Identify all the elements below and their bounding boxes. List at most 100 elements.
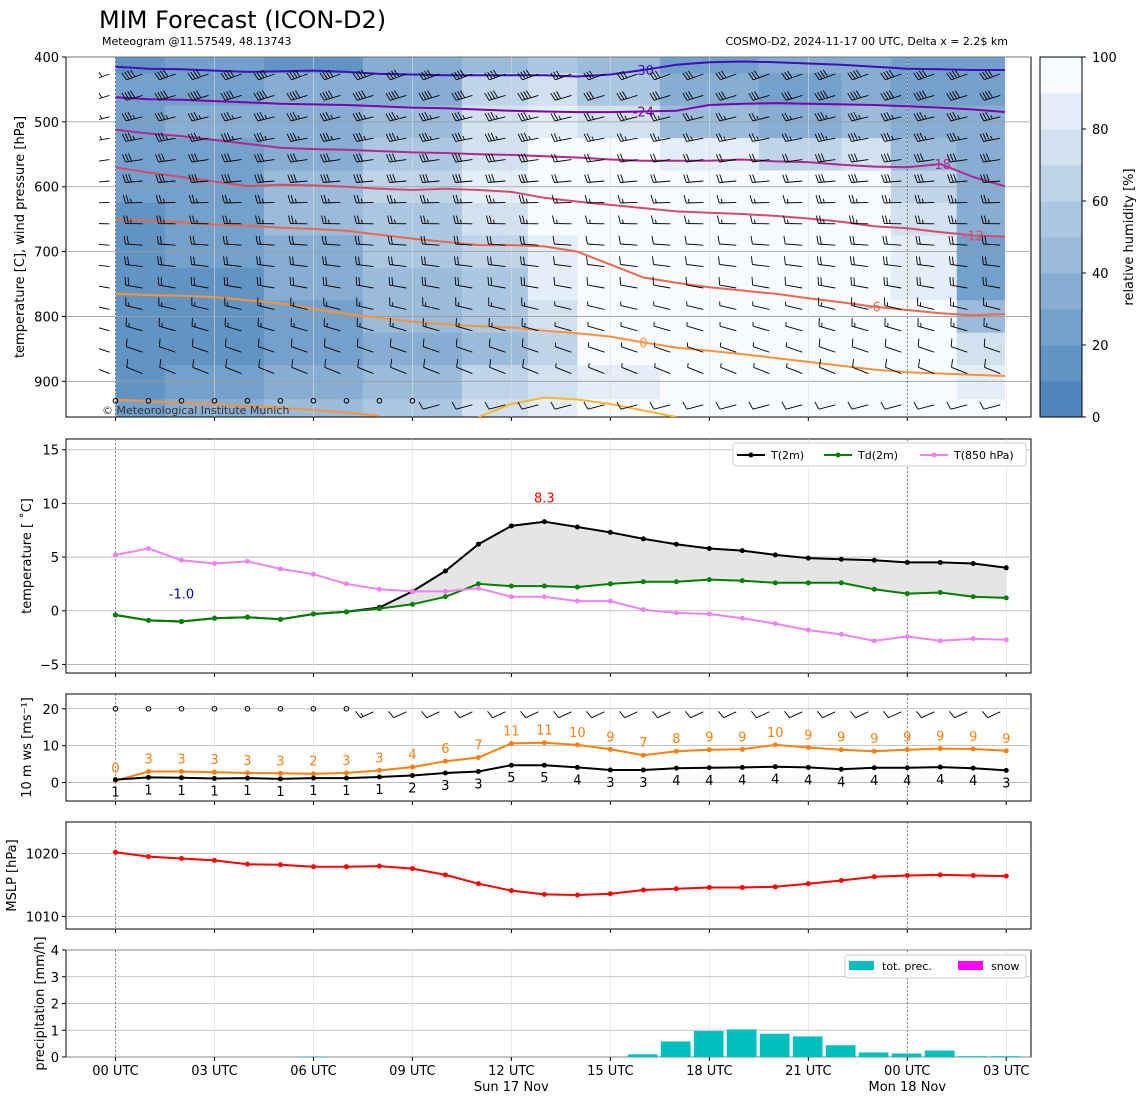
series-point (508, 583, 514, 589)
y-tick-label: 0 (51, 605, 59, 620)
gust-value-label: 7 (639, 736, 647, 751)
wind-barb (553, 276, 572, 289)
wind-barb (650, 174, 671, 183)
wind-barb (880, 69, 902, 81)
wind-barb (451, 132, 473, 142)
x-tick-label: 03 UTC (983, 1064, 1029, 1079)
rh-cell (115, 365, 166, 400)
rh-cell (577, 365, 661, 400)
wind-barb (685, 256, 704, 268)
series-point (805, 881, 811, 887)
wind-barb (683, 194, 704, 204)
wind-barb (286, 132, 308, 142)
wind-barb (154, 111, 176, 122)
rh-cell (956, 332, 1005, 366)
wind-barb (748, 70, 770, 81)
rh-cell (890, 73, 958, 107)
wind-barb (983, 338, 1001, 353)
calm-marker (376, 397, 383, 404)
series-point (376, 606, 382, 612)
series-point (805, 745, 811, 750)
y-tick-label: 1 (51, 1024, 59, 1039)
wind-barb (979, 111, 1001, 122)
wind-barb (157, 276, 176, 289)
wind-barb (982, 276, 1001, 289)
wind-barb (751, 276, 770, 289)
wind-barb (485, 174, 506, 183)
gust-value-label: 3 (144, 752, 152, 767)
wind-barb (586, 276, 605, 289)
series-point (310, 571, 316, 577)
wind-barb (913, 401, 935, 410)
wind-barb (914, 174, 935, 183)
wind-barb (421, 276, 440, 289)
series-point (541, 519, 547, 525)
x-tick-label: 03 UTC (191, 1064, 237, 1079)
wind-barb (715, 70, 737, 81)
wind-barb (980, 174, 1001, 183)
series-point (211, 561, 217, 567)
gust-value-label: 3 (375, 751, 383, 766)
wind-barb (917, 297, 935, 310)
wind-barb (521, 338, 539, 353)
legend-label: Td(2m) (857, 449, 898, 462)
wind-barb (418, 69, 440, 81)
wind-barb (253, 90, 275, 101)
wind-barb (784, 711, 803, 719)
wind-barb (555, 363, 572, 375)
wind-barb (355, 256, 374, 268)
wind-barb (981, 256, 1001, 268)
wind-barb (99, 201, 110, 204)
series-point (343, 775, 349, 781)
colorbar-frame (1039, 56, 1083, 418)
wind-barb (913, 153, 935, 163)
wind-barb (621, 363, 638, 375)
wind-barb (980, 194, 1001, 204)
wind-barb (682, 153, 704, 163)
gust-value-label: 10 (767, 726, 784, 741)
series-point (145, 617, 151, 623)
series-point (178, 557, 184, 563)
wind-barb (815, 194, 836, 204)
wind-barb (352, 111, 374, 122)
gust-value-label: 2 (309, 755, 317, 770)
isotherm-line (115, 398, 380, 417)
rh-cell (956, 365, 1005, 400)
calm-marker (244, 705, 251, 712)
gust-value-label: 9 (870, 732, 878, 747)
wind-barb (883, 711, 902, 719)
wind-barb (715, 112, 737, 122)
wind-barb (520, 276, 539, 289)
wind-barb (880, 132, 902, 142)
wind-barb (718, 711, 737, 719)
wind-barb (979, 90, 1001, 101)
cross-section-panel: 400 500 600 700 800 900 temperature [C], wind … (13, 51, 1032, 421)
wind-barb (99, 348, 110, 353)
wind-barb (451, 69, 473, 81)
gust-value-label: 9 (969, 730, 977, 745)
wind-barb (981, 235, 1001, 246)
wind-barb (814, 90, 836, 101)
wind-barb (785, 322, 803, 332)
series-point (409, 601, 415, 607)
wind-barb (353, 194, 374, 204)
series-point (475, 768, 481, 774)
gust-value-label: 9 (606, 730, 614, 745)
y-axis-label: temperature [ ˚C] (19, 498, 35, 614)
wind-barb (884, 317, 902, 332)
wind-barb (256, 276, 275, 289)
series-point (640, 887, 646, 893)
rh-cell (461, 73, 529, 107)
wind-barb (388, 256, 407, 268)
mean-wind-value-label: 4 (903, 774, 911, 789)
series-point (508, 740, 514, 746)
wind-barb (190, 276, 209, 289)
wind-barb (783, 256, 803, 268)
mean-wind-value-label: 1 (111, 786, 119, 801)
wind-barb (553, 256, 572, 268)
series-point (970, 765, 976, 771)
wind-barb (815, 215, 836, 225)
wind-barb (190, 256, 209, 268)
wind-barb (814, 69, 836, 81)
wind-barb (519, 215, 539, 225)
